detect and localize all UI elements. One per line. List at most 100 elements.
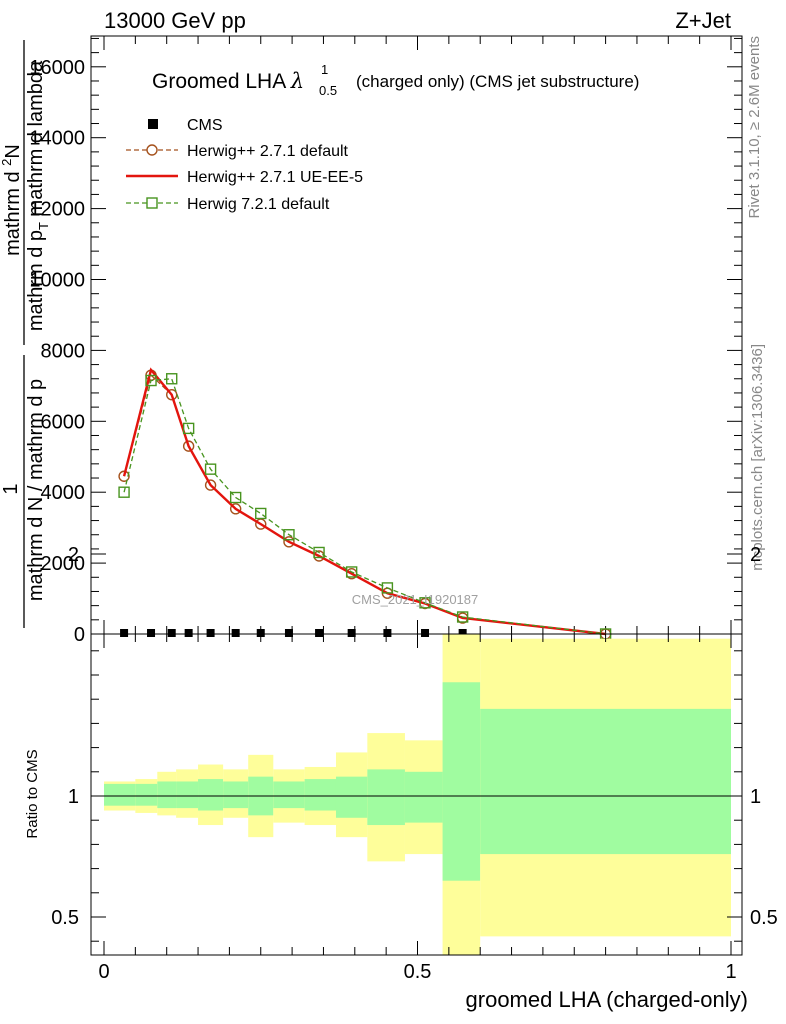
legend-marker-circle xyxy=(146,144,158,156)
mcplots-label: mcplots.cern.ch [arXiv:1306.3436] xyxy=(749,344,766,571)
header-process-label: Z+Jet xyxy=(675,8,731,33)
main-y-tick-labels: 0 2000 4000 6000 8000 10000 12000 14000 16000 xyxy=(29,57,85,646)
series-line xyxy=(122,367,606,636)
chart-title-main: Groomed LHA xyxy=(152,70,286,93)
ratio-band-inner xyxy=(480,708,731,855)
data-point-cms xyxy=(256,629,265,637)
ratio-bands xyxy=(104,634,731,955)
legend: CMS Herwig++ 2.7.1 default Herwig++ 2.7.1 … xyxy=(126,117,363,213)
main-panel: 0 2000 4000 6000 8000 10000 12000 14000 16000 Gr… xyxy=(29,35,743,646)
ratio-y-tick-label-left: 0.5 xyxy=(51,907,79,929)
ratio-panel-frame xyxy=(90,633,743,956)
main-y-tick-label: 12000 xyxy=(29,199,85,221)
data-point-cms xyxy=(147,629,156,637)
data-point-square xyxy=(255,507,267,520)
x-axis-label: groomed LHA (charged-only) xyxy=(466,987,748,1012)
ratio-band-inner xyxy=(157,781,177,809)
legend-label: Herwig 7.2.1 default xyxy=(187,196,330,213)
main-y-tick-label: 4000 xyxy=(41,482,86,504)
ratio-band-inner xyxy=(442,682,481,881)
data-point-square xyxy=(345,566,358,578)
ratio-tick-labels: 0.5 0.5 1 1 2 2 0 0.5 1 xyxy=(51,544,778,983)
data-point-cms xyxy=(167,629,176,637)
chart-title: Groomed LHA λ xyxy=(152,69,304,93)
main-series-layer xyxy=(118,367,612,640)
main-y-tick-label: 0 xyxy=(74,624,85,646)
data-point-square xyxy=(204,463,217,475)
main-y-tick-label: 10000 xyxy=(29,270,85,292)
data-point-cms xyxy=(231,629,240,637)
data-point-cms xyxy=(458,629,467,637)
y-label-frac2-den-end: mathrm d lambda xyxy=(25,60,47,216)
ratio-band-inner xyxy=(135,783,158,806)
y-label-frac1-denominator: mathrm d N / mathrm d p xyxy=(25,379,47,601)
data-point-square xyxy=(166,373,178,385)
legend-marker-cms xyxy=(148,119,158,129)
main-y-axis-label: 1 mathrm d N / mathrm d p mathrm d 2N ma… xyxy=(0,40,51,628)
ratio-band-inner xyxy=(273,781,305,809)
series-line xyxy=(123,378,606,635)
y-label-frac2-num-sup: 2 xyxy=(0,159,14,166)
analysis-watermark: CMS_2021_I1920187 xyxy=(352,592,479,607)
ratio-y-tick-label-left: 2 xyxy=(68,544,79,566)
data-point-cms xyxy=(120,629,129,637)
y-label-frac2-den-sub: T xyxy=(36,222,51,230)
data-point-circle xyxy=(283,536,295,548)
legend-label: Herwig++ 2.7.1 default xyxy=(187,143,349,160)
data-point-square xyxy=(182,422,195,435)
ratio-band-inner xyxy=(335,776,368,818)
data-point-cms xyxy=(383,629,392,637)
ratio-y-tick-label-right: 2 xyxy=(750,544,761,566)
y-label-frac2-num-end: N xyxy=(2,144,24,158)
ratio-band-inner xyxy=(176,781,199,809)
ratio-x-tick-label: 1 xyxy=(725,961,736,983)
data-point-square xyxy=(381,582,394,594)
data-point-cms xyxy=(421,629,430,637)
y-label-frac2-denominator: mathrm d pT mathrm d lambda xyxy=(25,60,51,331)
ratio-band-inner xyxy=(198,779,224,811)
main-y-tick-label: 8000 xyxy=(41,340,86,362)
data-point-square xyxy=(229,491,242,504)
legend-label: CMS xyxy=(187,117,223,134)
ratio-band-inner xyxy=(223,781,249,809)
chart-title-subscript: 0.5 xyxy=(319,83,337,98)
y-label-frac1-numerator: 1 xyxy=(0,483,22,494)
legend-marker-square xyxy=(146,197,158,209)
ratio-band-inner xyxy=(404,771,443,823)
main-y-tick-label: 14000 xyxy=(29,128,85,150)
y-label-frac2-den-text: mathrm d p xyxy=(25,230,47,331)
ratio-y-tick-label-left: 1 xyxy=(68,786,79,808)
ratio-x-tick-label: 0 xyxy=(98,961,109,983)
ratio-y-tick-label-right: 0.5 xyxy=(750,907,778,929)
main-y-tick-label: 6000 xyxy=(41,411,86,433)
header-energy-label: 13000 GeV pp xyxy=(104,8,246,33)
data-point-circle xyxy=(182,440,195,452)
data-point-square xyxy=(456,611,469,623)
data-point-circle xyxy=(118,470,130,482)
ratio-axis-ticks xyxy=(91,553,742,955)
data-point-square xyxy=(145,374,157,387)
data-point-circle xyxy=(204,479,217,491)
data-point-square xyxy=(313,546,325,559)
legend-label: Herwig++ 2.7.1 UE-EE-5 xyxy=(187,169,363,186)
rivet-version-label: Rivet 3.1.10, ≥ 2.6M events xyxy=(746,36,763,219)
data-point-square xyxy=(118,486,130,498)
data-point-square xyxy=(283,529,295,541)
main-axis-ticks xyxy=(91,36,742,635)
data-point-cms xyxy=(184,629,193,637)
data-point-cms xyxy=(284,629,293,637)
ratio-panel: 0.5 0.5 1 1 2 2 0 0.5 1 Ratio to CMS groomed LHA… xyxy=(24,544,778,1012)
data-point-square xyxy=(419,597,431,609)
main-y-tick-label: 16000 xyxy=(29,57,85,79)
data-point-cms xyxy=(315,629,324,637)
ratio-y-tick-label-right: 1 xyxy=(750,786,761,808)
ratio-x-tick-label: 0.5 xyxy=(404,961,432,983)
data-point-cms xyxy=(347,629,356,637)
ratio-band-inner xyxy=(104,783,136,806)
y-label-frac2-numerator: mathrm d 2N xyxy=(0,144,24,256)
chart-title-superscript: 1 xyxy=(321,62,328,77)
main-y-tick-label: 2000 xyxy=(41,553,86,575)
ratio-band-inner xyxy=(367,769,405,826)
chart-title-rest: (charged only) (CMS jet substructure) xyxy=(356,72,639,91)
